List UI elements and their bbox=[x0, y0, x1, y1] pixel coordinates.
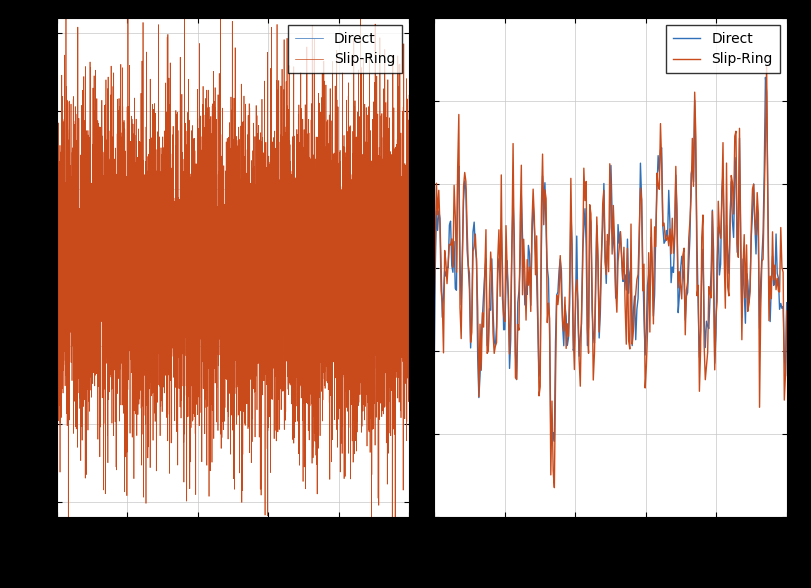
Slip-Ring bbox=[727, 179, 737, 186]
Slip-Ring bbox=[782, 308, 792, 315]
Slip-Ring bbox=[550, 484, 560, 491]
Direct bbox=[782, 299, 792, 306]
Slip-Ring bbox=[260, 241, 270, 248]
Direct bbox=[276, 273, 285, 280]
Line: Direct: Direct bbox=[434, 78, 787, 442]
Direct bbox=[333, 256, 342, 263]
Slip-Ring bbox=[388, 552, 397, 559]
Direct bbox=[260, 229, 270, 236]
Direct bbox=[179, 259, 189, 266]
Direct bbox=[297, 215, 307, 222]
Direct bbox=[313, 240, 323, 247]
Slip-Ring bbox=[431, 248, 440, 255]
Direct bbox=[727, 218, 737, 225]
Line: Direct: Direct bbox=[57, 218, 410, 319]
Slip-Ring bbox=[750, 215, 760, 222]
Slip-Ring bbox=[639, 260, 649, 268]
Slip-Ring bbox=[313, 326, 323, 333]
Legend: Direct, Slip-Ring: Direct, Slip-Ring bbox=[288, 25, 402, 74]
Slip-Ring bbox=[762, 62, 771, 69]
Direct bbox=[429, 377, 439, 385]
Line: Slip-Ring: Slip-Ring bbox=[434, 66, 787, 487]
Slip-Ring bbox=[646, 216, 656, 223]
Direct bbox=[52, 260, 62, 268]
Direct bbox=[646, 234, 656, 241]
Direct bbox=[550, 438, 560, 445]
Direct bbox=[431, 265, 440, 272]
Direct bbox=[70, 256, 79, 263]
Slip-Ring bbox=[429, 307, 439, 314]
Slip-Ring bbox=[276, 348, 285, 355]
Slip-Ring bbox=[52, 225, 62, 232]
Direct bbox=[405, 261, 414, 268]
Direct bbox=[639, 315, 649, 322]
Slip-Ring bbox=[70, 263, 79, 270]
Slip-Ring bbox=[333, 419, 342, 426]
Direct bbox=[641, 352, 650, 359]
Direct bbox=[750, 220, 760, 228]
Line: Slip-Ring: Slip-Ring bbox=[57, 0, 410, 556]
Direct bbox=[326, 316, 336, 323]
Legend: Direct, Slip-Ring: Direct, Slip-Ring bbox=[666, 25, 779, 74]
Slip-Ring bbox=[179, 129, 189, 136]
Slip-Ring bbox=[641, 385, 650, 392]
Slip-Ring bbox=[405, 102, 414, 109]
Direct bbox=[761, 74, 770, 81]
